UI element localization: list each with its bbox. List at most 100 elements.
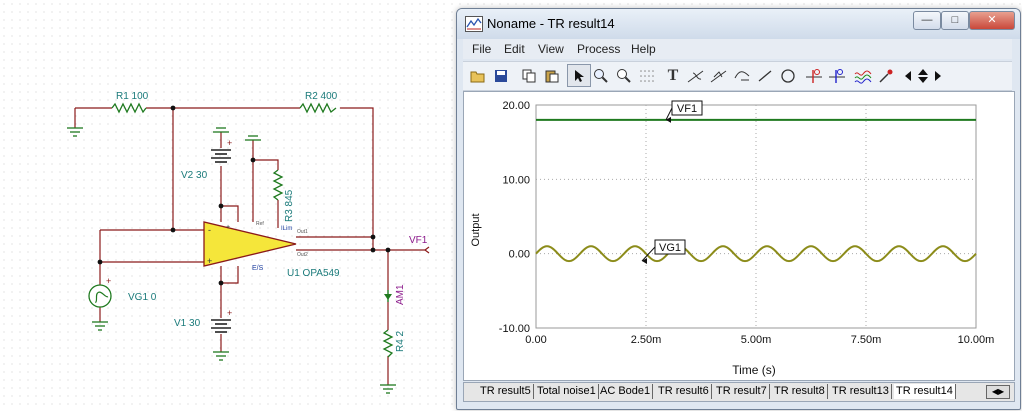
ground-icon bbox=[213, 351, 229, 361]
cursor-blue-icon[interactable] bbox=[826, 65, 848, 86]
battery-v1[interactable] bbox=[211, 319, 231, 333]
close-button[interactable]: ✕ bbox=[969, 11, 1015, 30]
y-tick-label: 20.00 bbox=[502, 100, 530, 112]
chart-app-icon bbox=[465, 16, 483, 32]
junction-dots bbox=[97, 105, 391, 286]
waveform-icon[interactable] bbox=[852, 65, 874, 86]
r1-label: R1 100 bbox=[116, 91, 149, 102]
pin-plus-label: + bbox=[226, 224, 230, 231]
y-tick-label: 0.00 bbox=[509, 249, 530, 261]
u1-label: U1 OPA549 bbox=[287, 268, 340, 279]
battery-v2[interactable] bbox=[211, 149, 231, 163]
menu-help[interactable]: Help bbox=[631, 42, 656, 56]
vf1-label: VF1 bbox=[409, 235, 428, 246]
title-bar[interactable]: Noname - TR result14 — □ ✕ bbox=[457, 9, 1020, 39]
paste-icon[interactable] bbox=[541, 65, 563, 86]
x-tick-label: 2.50m bbox=[631, 334, 662, 346]
v2-plus-sign: + bbox=[227, 138, 232, 148]
line-icon[interactable] bbox=[754, 65, 776, 86]
tab-scroll-arrows[interactable]: ◀▶ bbox=[986, 385, 1010, 399]
cursor-a-icon[interactable] bbox=[685, 65, 707, 86]
pin-es-label: E/S bbox=[252, 265, 264, 272]
probe-icon[interactable] bbox=[875, 65, 897, 86]
v1-plus-sign: + bbox=[227, 308, 232, 318]
x-tick-label: 10.00m bbox=[958, 334, 995, 346]
zoom-in-icon[interactable] bbox=[590, 65, 612, 86]
callout-box bbox=[654, 239, 686, 255]
ground-icon bbox=[380, 384, 396, 394]
x-tick-label: 5.00m bbox=[741, 334, 772, 346]
plot-area[interactable]: 0.00 2.50m 5.00m 7.50m 10.00m 20.00 10.00 0.00-… bbox=[463, 91, 1015, 381]
x-tick-label: 7.50m bbox=[851, 334, 882, 346]
resistor-r1[interactable] bbox=[111, 102, 147, 114]
pin-out2-label: Out2 bbox=[297, 252, 308, 258]
v2-label: V2 30 bbox=[181, 170, 208, 181]
tab-tr-result14[interactable]: TR result14 bbox=[894, 384, 956, 399]
maximize-button[interactable]: □ bbox=[941, 11, 969, 30]
cursor-b-icon[interactable] bbox=[708, 65, 730, 86]
save-icon[interactable] bbox=[490, 65, 512, 86]
cursor-c-icon[interactable] bbox=[731, 65, 753, 86]
grid-icon[interactable] bbox=[636, 65, 658, 86]
am1-label: AM1 bbox=[395, 284, 406, 305]
arrow-left-icon[interactable] bbox=[901, 65, 915, 86]
y-tick-label: -10.00 bbox=[499, 323, 530, 335]
y-tick-label: 10.00 bbox=[502, 174, 530, 186]
signal-source-vg1[interactable] bbox=[88, 284, 112, 308]
tab-ac-bode1[interactable]: AC Bode1 bbox=[598, 384, 654, 399]
menu-bar: File Edit View Process Help bbox=[463, 39, 1012, 59]
text-icon[interactable]: T bbox=[667, 66, 679, 84]
ammeter-am1[interactable] bbox=[384, 290, 392, 302]
resistor-r3[interactable] bbox=[272, 169, 284, 201]
v1-label: V1 30 bbox=[174, 318, 201, 329]
arrow-right-icon[interactable] bbox=[931, 65, 945, 86]
menu-file[interactable]: File bbox=[472, 42, 492, 56]
result-tabs: TR result5 Total noise1 AC Bode1 TR resu… bbox=[463, 382, 1015, 402]
chart-ticks: 0.00 2.50m 5.00m 7.50m 10.00m20.0010.000.00-… bbox=[499, 100, 995, 346]
ground-icon bbox=[92, 321, 108, 331]
pin-ref-label: Ref bbox=[256, 221, 264, 227]
r3-label: R3 845 bbox=[284, 189, 295, 222]
tab-tr-result8[interactable]: TR result8 bbox=[772, 384, 828, 399]
voltage-probe-vf1[interactable] bbox=[424, 246, 430, 254]
open-folder-icon[interactable] bbox=[467, 65, 489, 86]
zoom-100-icon[interactable] bbox=[613, 65, 635, 86]
schematic-canvas[interactable]: + + + - + + - Ref ILim Out1 Out2 E/S bbox=[0, 0, 450, 411]
tab-total-noise1[interactable]: Total noise1 bbox=[535, 384, 599, 399]
result-window[interactable]: Noname - TR result14 — □ ✕ File Edit Vie… bbox=[456, 8, 1021, 410]
callout-arrow bbox=[666, 116, 671, 123]
ground-icon bbox=[245, 135, 261, 141]
transient-chart[interactable]: 0.00 2.50m 5.00m 7.50m 10.00m20.0010.000.00-… bbox=[464, 92, 1014, 380]
tab-tr-result13[interactable]: TR result13 bbox=[830, 384, 892, 399]
pin-ilim-label: ILim bbox=[281, 226, 292, 232]
menu-view[interactable]: View bbox=[538, 42, 564, 56]
opamp-u1[interactable] bbox=[203, 221, 297, 267]
tab-tr-result6[interactable]: TR result6 bbox=[656, 384, 712, 399]
resistor-r2[interactable] bbox=[299, 102, 337, 114]
arrow-updown-icon[interactable] bbox=[915, 65, 931, 86]
r4-label: R4 2 bbox=[395, 330, 406, 352]
r2-label: R2 400 bbox=[305, 91, 338, 102]
pin-minus-label: - bbox=[228, 257, 231, 264]
tab-tr-result5[interactable]: TR result5 bbox=[478, 384, 534, 399]
ground-icon bbox=[67, 127, 83, 137]
resistor-r4[interactable] bbox=[382, 329, 394, 358]
circle-icon[interactable] bbox=[777, 65, 799, 86]
plot-frame bbox=[535, 104, 977, 329]
minimize-button[interactable]: — bbox=[913, 11, 941, 30]
chart-grid bbox=[535, 104, 977, 329]
pointer-icon[interactable] bbox=[567, 64, 591, 87]
callout-box bbox=[671, 100, 703, 116]
copy-icon[interactable] bbox=[518, 65, 540, 86]
tab-tr-result7[interactable]: TR result7 bbox=[714, 384, 770, 399]
sine-icon bbox=[94, 291, 109, 304]
cursor-red-icon[interactable] bbox=[803, 65, 825, 86]
chart-series bbox=[535, 118, 977, 263]
menu-edit[interactable]: Edit bbox=[504, 42, 525, 56]
x-axis-label: Time (s) bbox=[732, 363, 776, 377]
callout-label-vg1: VG1 bbox=[659, 242, 681, 254]
menu-process[interactable]: Process bbox=[577, 42, 621, 56]
pin-plus-label: + bbox=[207, 256, 212, 266]
pin-out1-label: Out1 bbox=[297, 229, 308, 235]
y-axis-label: Output bbox=[470, 213, 482, 246]
